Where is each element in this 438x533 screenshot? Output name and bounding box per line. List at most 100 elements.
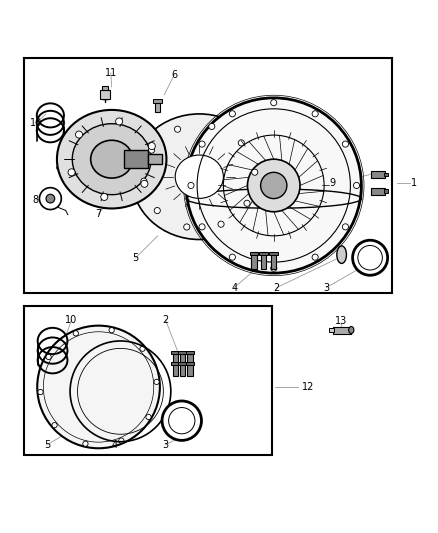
Bar xyxy=(171,362,180,366)
Bar xyxy=(261,252,266,269)
Circle shape xyxy=(68,169,75,176)
Bar xyxy=(148,154,162,165)
Bar xyxy=(124,150,148,168)
Bar xyxy=(186,351,194,354)
Ellipse shape xyxy=(57,110,166,208)
Text: 9: 9 xyxy=(330,178,336,188)
Circle shape xyxy=(238,140,244,146)
Circle shape xyxy=(343,224,349,230)
Circle shape xyxy=(46,194,55,203)
Circle shape xyxy=(46,354,51,360)
Circle shape xyxy=(119,438,124,443)
Circle shape xyxy=(73,330,78,336)
Circle shape xyxy=(343,141,349,147)
Circle shape xyxy=(37,326,160,448)
Bar xyxy=(180,365,185,376)
Bar xyxy=(171,351,180,354)
Bar xyxy=(328,328,334,332)
Circle shape xyxy=(244,200,250,206)
Circle shape xyxy=(83,441,88,446)
Circle shape xyxy=(75,131,82,138)
Circle shape xyxy=(141,178,147,184)
Text: 10: 10 xyxy=(65,315,78,325)
Text: 12: 12 xyxy=(302,382,314,392)
Circle shape xyxy=(39,188,61,209)
Bar xyxy=(178,351,187,354)
Bar xyxy=(178,362,187,366)
Circle shape xyxy=(116,118,123,125)
Circle shape xyxy=(353,240,388,275)
Text: 4: 4 xyxy=(112,440,118,450)
Bar xyxy=(271,252,276,269)
Bar xyxy=(173,365,178,376)
Circle shape xyxy=(271,100,277,106)
Circle shape xyxy=(188,182,194,189)
Circle shape xyxy=(230,254,236,260)
Text: 2: 2 xyxy=(162,315,169,325)
Circle shape xyxy=(353,182,360,189)
Circle shape xyxy=(109,328,114,333)
Circle shape xyxy=(312,111,318,117)
Text: 2: 2 xyxy=(274,282,280,293)
Circle shape xyxy=(209,123,215,130)
Text: 5: 5 xyxy=(44,440,50,450)
Text: 4: 4 xyxy=(231,282,237,293)
Bar xyxy=(153,99,162,103)
Circle shape xyxy=(186,98,361,273)
Circle shape xyxy=(148,143,155,150)
Bar xyxy=(186,362,194,366)
Bar xyxy=(259,252,268,255)
Ellipse shape xyxy=(72,124,151,195)
Circle shape xyxy=(38,390,43,394)
Circle shape xyxy=(140,346,145,351)
Circle shape xyxy=(312,254,318,260)
Bar xyxy=(180,354,185,365)
Text: 5: 5 xyxy=(133,253,139,263)
Circle shape xyxy=(230,111,236,117)
Bar xyxy=(102,86,108,90)
Ellipse shape xyxy=(175,155,223,198)
Bar xyxy=(187,365,193,376)
Circle shape xyxy=(154,379,159,384)
Circle shape xyxy=(141,180,148,187)
Circle shape xyxy=(52,423,57,428)
Bar xyxy=(384,189,388,193)
Circle shape xyxy=(148,147,155,153)
Circle shape xyxy=(101,193,108,200)
Text: 1: 1 xyxy=(411,178,417,188)
Circle shape xyxy=(162,401,201,440)
Text: 10: 10 xyxy=(30,118,42,128)
Bar xyxy=(251,252,257,269)
Bar xyxy=(173,354,178,365)
Circle shape xyxy=(218,221,224,227)
Circle shape xyxy=(146,414,151,419)
Circle shape xyxy=(199,141,205,147)
Bar xyxy=(371,171,385,178)
Circle shape xyxy=(184,224,190,230)
Bar xyxy=(269,252,278,255)
Text: 8: 8 xyxy=(33,195,39,205)
Text: 13: 13 xyxy=(335,316,347,326)
Bar xyxy=(384,173,388,176)
Circle shape xyxy=(199,224,205,230)
Text: 3: 3 xyxy=(162,440,169,450)
Bar xyxy=(250,252,258,255)
Bar xyxy=(333,327,351,334)
Circle shape xyxy=(247,159,300,212)
Text: 6: 6 xyxy=(171,70,177,79)
Text: 7: 7 xyxy=(95,209,102,219)
Bar xyxy=(187,354,193,365)
Circle shape xyxy=(271,265,277,271)
Bar xyxy=(24,59,392,293)
Bar xyxy=(100,90,110,99)
Bar xyxy=(155,103,160,112)
Ellipse shape xyxy=(337,246,346,263)
Text: 11: 11 xyxy=(105,68,117,78)
Text: 3: 3 xyxy=(323,282,329,293)
Circle shape xyxy=(154,207,160,214)
Bar xyxy=(24,306,272,455)
Circle shape xyxy=(174,126,180,132)
Ellipse shape xyxy=(349,327,354,334)
Circle shape xyxy=(252,169,258,175)
Circle shape xyxy=(261,172,287,199)
